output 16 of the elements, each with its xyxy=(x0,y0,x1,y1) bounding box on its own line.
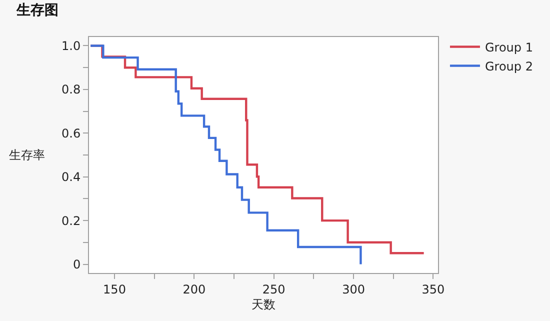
y-tick-label: 0.4 xyxy=(62,170,81,184)
x-axis-title: 天数 xyxy=(252,297,276,312)
x-tick-label: 150 xyxy=(103,282,126,296)
legend-label: Group 1 xyxy=(484,40,533,54)
x-tick-label: 300 xyxy=(342,282,365,296)
y-tick-label: 0 xyxy=(72,257,81,272)
y-tick-label: 1.0 xyxy=(62,38,81,53)
x-tick-label: 250 xyxy=(262,282,286,296)
y-tick-label: 0.2 xyxy=(62,214,81,228)
y-axis-title: 生存率 xyxy=(9,148,45,162)
legend-label: Group 2 xyxy=(484,59,533,74)
y-tick-label: 0.6 xyxy=(62,126,81,140)
x-tick-label: 350 xyxy=(422,282,445,296)
x-tick-label: 200 xyxy=(182,282,206,296)
y-tick-label: 0.8 xyxy=(62,82,81,97)
chart-title: 生存图 xyxy=(16,2,58,19)
